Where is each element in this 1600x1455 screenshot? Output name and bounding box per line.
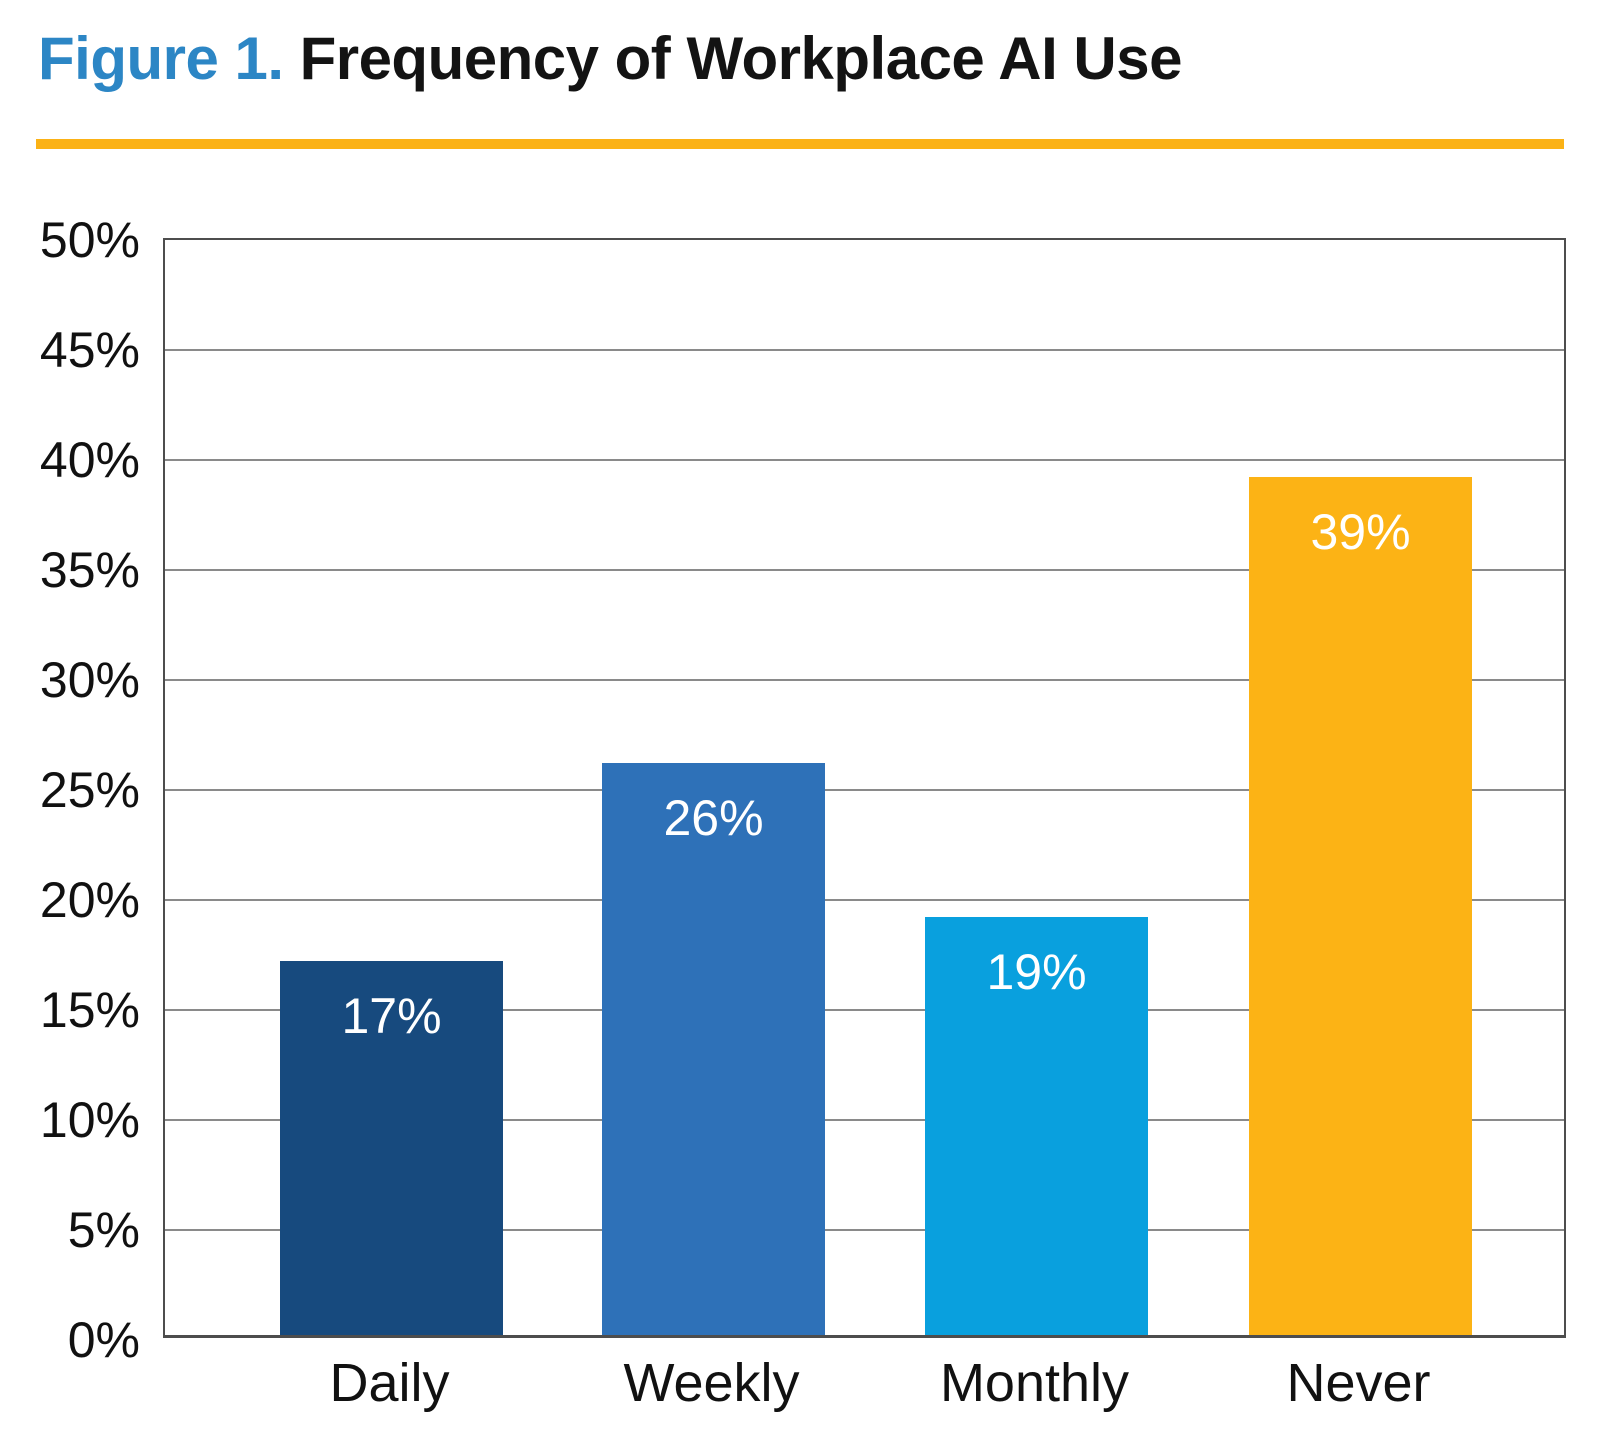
y-tick-label-45pct: 45% bbox=[39, 322, 140, 378]
x-category-label-weekly: Weekly bbox=[623, 1353, 800, 1413]
x-category-label-monthly: Monthly bbox=[939, 1353, 1130, 1413]
figure-title-text: Frequency of Workplace AI Use bbox=[299, 25, 1183, 92]
bar-value-label-monthly: 19% bbox=[986, 944, 1087, 1000]
bar-value-label-daily: 17% bbox=[341, 988, 442, 1044]
y-tick-label-5pct: 5% bbox=[67, 1202, 140, 1258]
gridline-35pct bbox=[165, 569, 1564, 571]
gridline-15pct bbox=[165, 1009, 1564, 1011]
gridline-20pct bbox=[165, 899, 1564, 901]
bar-weekly: 26% bbox=[602, 763, 825, 1335]
x-category-label-never: Never bbox=[1286, 1353, 1431, 1413]
x-category-label-daily: Daily bbox=[329, 1353, 450, 1413]
bar-monthly: 19% bbox=[925, 917, 1148, 1335]
y-tick-label-30pct: 30% bbox=[39, 652, 140, 708]
y-tick-label-0pct: 0% bbox=[67, 1312, 140, 1368]
bar-value-label-weekly: 26% bbox=[663, 790, 764, 846]
y-tick-label-50pct: 50% bbox=[39, 212, 140, 268]
gridline-40pct bbox=[165, 459, 1564, 461]
y-tick-label-35pct: 35% bbox=[39, 542, 140, 598]
divider-rule bbox=[36, 139, 1564, 149]
bar-never: 39% bbox=[1249, 477, 1472, 1335]
figure-number-label: Figure 1. bbox=[38, 25, 284, 92]
gridline-5pct bbox=[165, 1229, 1564, 1231]
bar-value-label-never: 39% bbox=[1310, 504, 1411, 560]
gridline-10pct bbox=[165, 1119, 1564, 1121]
y-tick-label-25pct: 25% bbox=[39, 762, 140, 818]
bar-daily: 17% bbox=[280, 961, 503, 1335]
gridline-25pct bbox=[165, 789, 1564, 791]
gridline-30pct bbox=[165, 679, 1564, 681]
y-tick-label-20pct: 20% bbox=[39, 872, 140, 928]
plot-area: 17% 26% 19% 39% bbox=[163, 238, 1566, 1338]
y-tick-label-15pct: 15% bbox=[39, 982, 140, 1038]
y-tick-label-40pct: 40% bbox=[39, 432, 140, 488]
figure-title: Figure 1. Frequency of Workplace AI Use bbox=[38, 24, 1183, 93]
y-tick-label-10pct: 10% bbox=[39, 1092, 140, 1148]
gridline-45pct bbox=[165, 349, 1564, 351]
